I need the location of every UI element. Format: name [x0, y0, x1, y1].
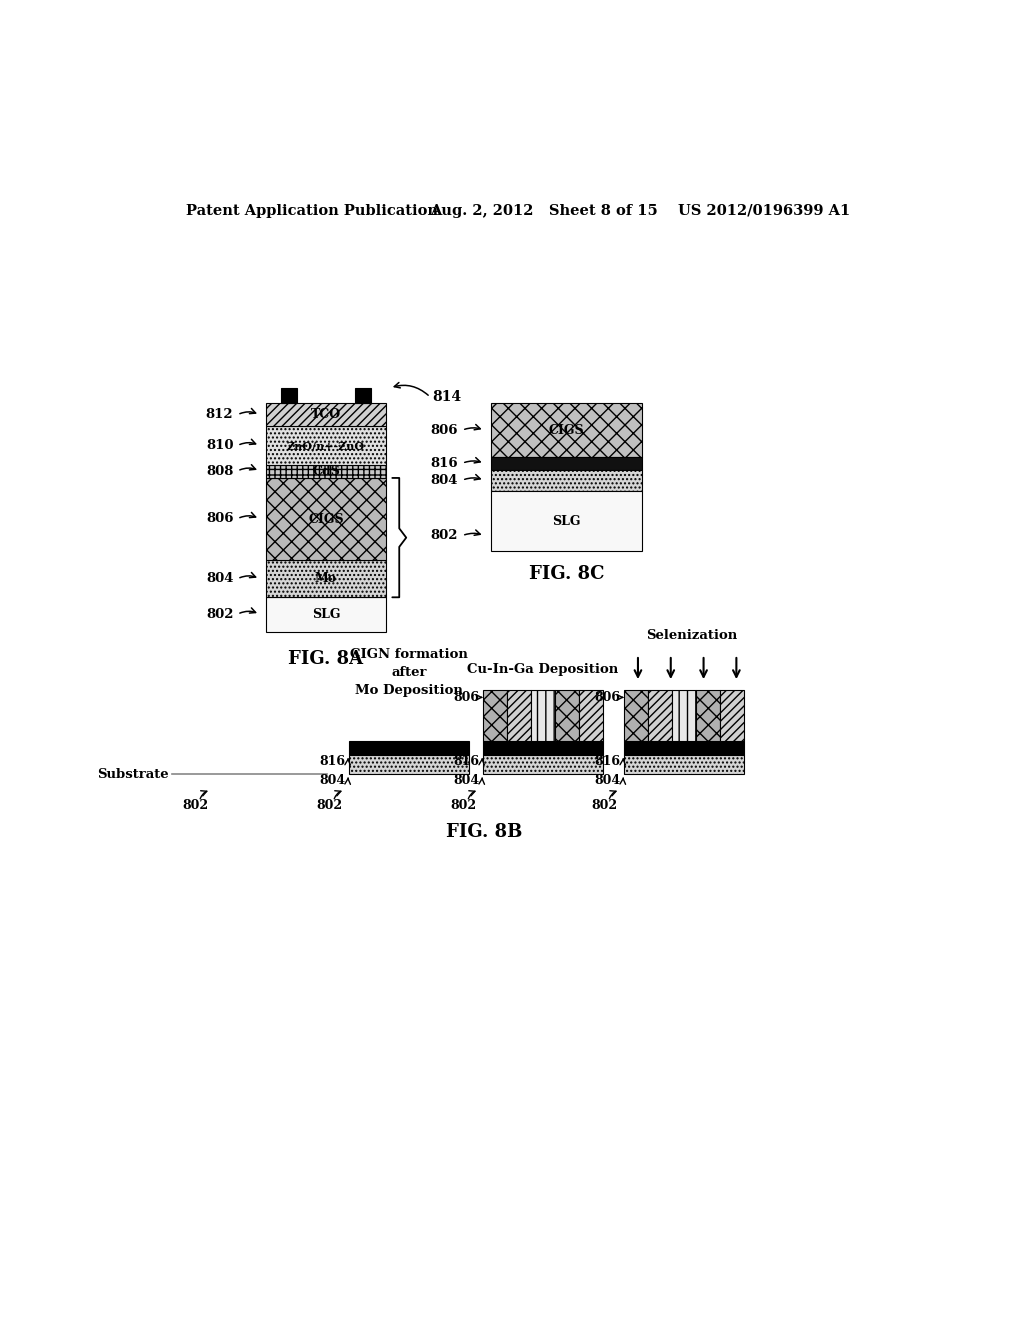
Bar [483, 689, 507, 742]
Bar [624, 689, 648, 742]
Text: 804: 804 [206, 573, 233, 585]
Bar [624, 742, 744, 755]
Bar [266, 426, 386, 465]
Bar [490, 404, 642, 457]
Bar [266, 597, 386, 632]
Text: 812: 812 [206, 408, 233, 421]
Bar [483, 755, 603, 775]
Bar [266, 478, 386, 561]
Text: 802: 802 [182, 799, 209, 812]
Text: 808: 808 [206, 465, 233, 478]
Text: FIG. 8B: FIG. 8B [446, 824, 522, 841]
Text: Patent Application Publication: Patent Application Publication [186, 203, 438, 218]
Bar [696, 689, 720, 742]
Text: Selenization: Selenization [646, 628, 737, 642]
Bar [648, 689, 672, 742]
Text: Cu-In-Ga Deposition: Cu-In-Ga Deposition [467, 663, 618, 676]
Text: SLG: SLG [311, 609, 340, 622]
Text: Mo: Mo [315, 573, 337, 585]
Text: Substrate: Substrate [96, 768, 168, 781]
Text: CIGS: CIGS [549, 424, 584, 437]
Bar [483, 742, 603, 755]
Bar [624, 755, 744, 775]
Text: 816: 816 [430, 457, 458, 470]
Bar [555, 689, 579, 742]
Text: FIG. 8C: FIG. 8C [528, 565, 604, 583]
Bar [490, 470, 642, 491]
Bar [266, 561, 386, 598]
Text: TCO: TCO [311, 408, 341, 421]
Bar [282, 388, 297, 404]
Text: 814: 814 [432, 391, 462, 404]
Text: 802: 802 [592, 799, 617, 812]
Bar [531, 689, 555, 742]
Text: 802: 802 [431, 529, 458, 543]
Bar [266, 404, 386, 426]
Text: 806: 806 [594, 690, 621, 704]
Text: 802: 802 [206, 607, 233, 620]
Bar [507, 689, 531, 742]
Text: ZnO/n+-ZnO: ZnO/n+-ZnO [287, 440, 366, 451]
Text: 804: 804 [453, 774, 479, 787]
Text: 804: 804 [431, 474, 458, 487]
Text: 810: 810 [206, 440, 233, 453]
Text: FIG. 8A: FIG. 8A [289, 649, 364, 668]
Text: CIGS: CIGS [308, 512, 344, 525]
Text: 802: 802 [316, 799, 343, 812]
Text: 806: 806 [431, 424, 458, 437]
Bar [672, 689, 696, 742]
Bar [490, 457, 642, 470]
Text: 804: 804 [594, 774, 621, 787]
Text: 806: 806 [453, 690, 479, 704]
Bar [355, 388, 371, 404]
Bar [720, 689, 744, 742]
Text: US 2012/0196399 A1: US 2012/0196399 A1 [678, 203, 851, 218]
Text: 806: 806 [206, 512, 233, 525]
Text: 816: 816 [319, 755, 345, 768]
Text: 816: 816 [594, 755, 621, 768]
Bar [266, 465, 386, 478]
Bar [579, 689, 603, 742]
Text: CdS: CdS [312, 465, 340, 478]
Text: SLG: SLG [552, 515, 581, 528]
Text: 816: 816 [453, 755, 479, 768]
Text: CIGN formation
after
Mo Deposition: CIGN formation after Mo Deposition [350, 648, 468, 697]
Text: 802: 802 [451, 799, 476, 812]
Bar [490, 491, 642, 552]
Text: Aug. 2, 2012   Sheet 8 of 15: Aug. 2, 2012 Sheet 8 of 15 [430, 203, 658, 218]
Bar [349, 742, 469, 755]
Bar [349, 755, 469, 775]
Text: 804: 804 [318, 774, 345, 787]
